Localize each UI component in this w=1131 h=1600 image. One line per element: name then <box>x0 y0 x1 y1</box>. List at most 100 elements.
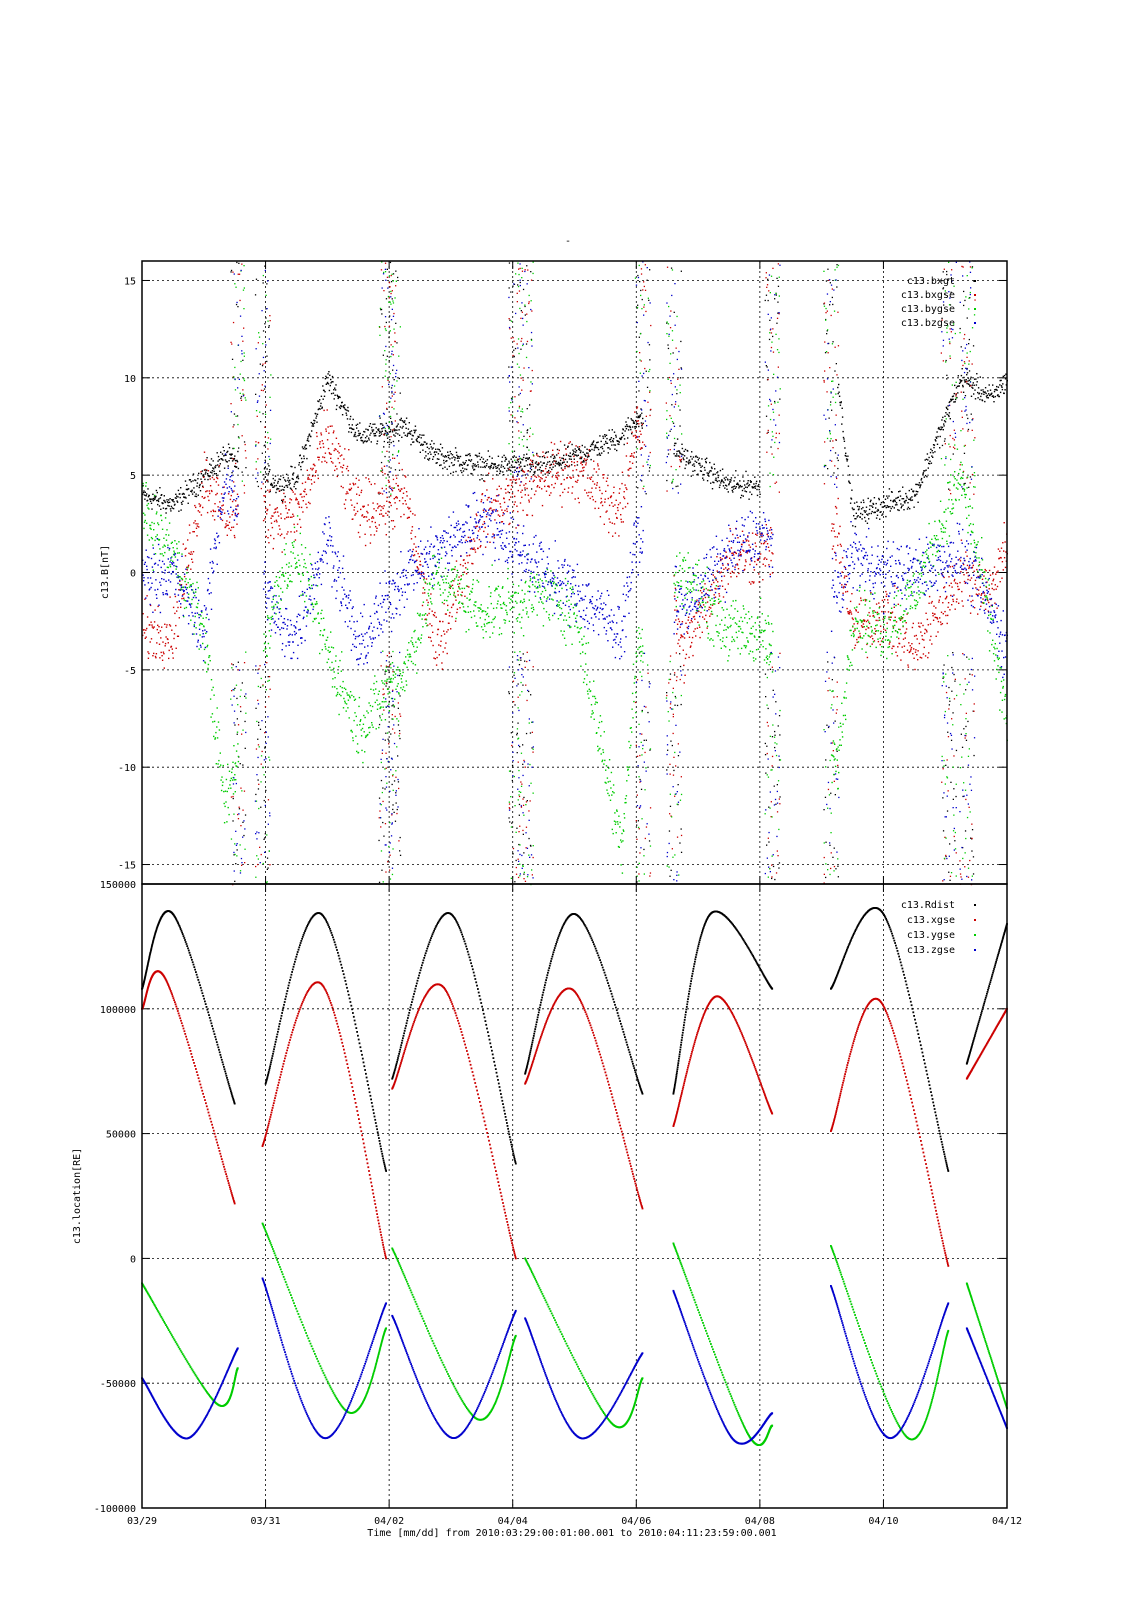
top-point <box>972 564 974 567</box>
top-point <box>383 709 385 711</box>
top-point <box>392 808 394 811</box>
top-point <box>853 630 855 633</box>
top-point <box>201 482 203 484</box>
top-point <box>586 448 588 450</box>
top-point <box>221 453 224 455</box>
top-point <box>237 450 239 453</box>
top-point <box>390 655 392 658</box>
top-point <box>637 487 639 489</box>
top-point <box>638 336 640 338</box>
top-point <box>940 428 943 430</box>
top-point <box>945 406 948 409</box>
top-point <box>761 533 763 535</box>
top-point <box>605 434 608 436</box>
top-point <box>730 479 732 481</box>
top-point <box>383 446 385 448</box>
top-point <box>489 465 492 468</box>
top-point <box>774 746 776 749</box>
top-point <box>236 731 239 733</box>
top-point <box>843 438 845 440</box>
top-point <box>310 562 312 565</box>
top-point <box>589 449 591 452</box>
top-point <box>946 759 948 761</box>
top-point <box>555 474 557 477</box>
top-point <box>574 498 576 500</box>
top-point <box>454 568 456 571</box>
top-point <box>231 472 233 474</box>
top-point <box>759 480 761 482</box>
top-point <box>271 615 274 618</box>
top-point <box>402 425 404 428</box>
top-point <box>355 512 357 515</box>
top-point <box>951 690 953 692</box>
top-point <box>230 787 232 789</box>
top-point <box>264 747 266 749</box>
top-point <box>149 498 151 501</box>
top-point <box>498 464 500 466</box>
top-point <box>904 500 906 502</box>
top-point <box>391 431 394 433</box>
top-point <box>198 526 200 528</box>
top-point <box>301 482 304 485</box>
top-point <box>508 817 510 819</box>
top-point <box>645 310 647 313</box>
top-point <box>288 481 290 483</box>
top-point <box>960 539 963 541</box>
top-point <box>836 696 838 698</box>
top-point <box>924 474 927 477</box>
top-point <box>162 507 165 509</box>
top-point <box>867 497 869 500</box>
top-point <box>590 476 593 478</box>
top-point <box>487 533 489 535</box>
top-point <box>610 441 612 443</box>
top-point <box>361 514 364 516</box>
top-point <box>339 685 342 688</box>
top-point <box>881 599 884 602</box>
top-point <box>232 271 234 273</box>
top-point <box>972 418 974 420</box>
top-point <box>575 469 578 471</box>
top-point <box>231 514 233 516</box>
top-point <box>931 600 933 603</box>
top-point <box>444 455 447 457</box>
top-point <box>854 644 857 646</box>
top-point <box>525 477 527 479</box>
top-point <box>936 617 938 619</box>
top-point <box>432 456 435 458</box>
top-point <box>927 624 929 626</box>
top-point <box>273 585 276 587</box>
top-point <box>158 538 161 541</box>
top-point <box>243 834 245 837</box>
top-point <box>677 455 679 457</box>
top-point <box>227 806 229 809</box>
top-point <box>631 426 634 428</box>
top-point <box>426 442 428 445</box>
top-point <box>919 626 921 628</box>
top-point <box>427 453 429 455</box>
top-point <box>602 477 605 479</box>
top-point <box>306 469 308 471</box>
top-point <box>280 513 282 515</box>
top-point <box>314 464 316 467</box>
top-point <box>432 631 434 633</box>
top-point <box>584 459 587 462</box>
top-point <box>519 461 522 463</box>
top-point <box>210 464 212 466</box>
top-point <box>334 387 336 389</box>
top-point <box>320 432 322 434</box>
top-point <box>962 364 964 367</box>
top-point <box>476 514 478 517</box>
top-point <box>690 455 692 458</box>
top-point <box>578 448 580 450</box>
top-point <box>545 490 548 492</box>
top-point <box>599 516 602 518</box>
top-point <box>313 481 316 483</box>
top-point <box>232 321 235 324</box>
top-point <box>842 436 845 439</box>
top-point <box>856 638 858 641</box>
top-point <box>350 729 353 732</box>
top-point <box>573 458 575 460</box>
top-point <box>216 476 218 479</box>
top-point <box>949 418 951 420</box>
top-point <box>679 678 681 681</box>
